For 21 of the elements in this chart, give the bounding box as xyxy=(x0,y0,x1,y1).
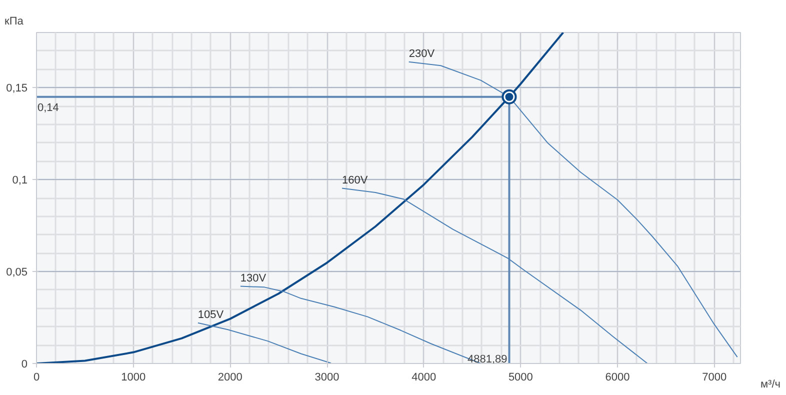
ref-line-label: 0,14 xyxy=(38,102,59,114)
x-tick-label: 3000 xyxy=(314,372,340,384)
series-label: 130V xyxy=(240,272,267,284)
x-tick-label: 6000 xyxy=(605,372,630,384)
line-series xyxy=(197,322,332,364)
series-label: 230V xyxy=(408,48,436,60)
y-tick-label: 0,05 xyxy=(6,266,28,279)
x-tick-label: 7000 xyxy=(702,372,727,384)
y-axis-title: кПа xyxy=(4,16,24,28)
x-tick-label: 2000 xyxy=(218,372,242,384)
line-series xyxy=(342,188,648,364)
series-label: 105V xyxy=(198,308,224,321)
y-tick-label: 0 xyxy=(21,358,28,370)
x-tick-label: 4000 xyxy=(412,372,436,384)
x-axis-title: м³/ч xyxy=(760,378,781,390)
series-label: 160V xyxy=(342,174,368,186)
x-tick-label: 1000 xyxy=(121,372,146,384)
y-tick-label: 0,15 xyxy=(6,82,28,95)
x-tick-label: 5000 xyxy=(508,372,533,384)
x-tick-label: 0 xyxy=(33,372,40,384)
y-tick-label: 0,1 xyxy=(12,174,28,187)
